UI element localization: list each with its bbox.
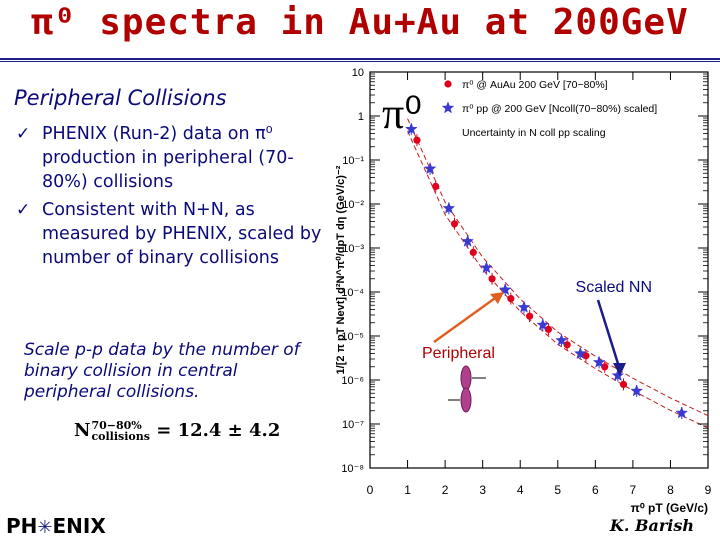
arrow-peripheral — [433, 294, 499, 344]
uncertainty-band-upper — [407, 118, 709, 417]
data-point-auau — [619, 380, 628, 388]
title-rule-thin — [0, 61, 720, 62]
y-tick-label: 10⁻⁶ — [341, 375, 364, 387]
x-tick-label: 8 — [667, 483, 674, 497]
star-icon: ✳ — [37, 517, 53, 538]
bullet-list: ✓ PHENIX (Run-2) data on π⁰ production i… — [16, 122, 328, 274]
data-point-pp — [442, 201, 456, 214]
y-tick-label: 10⁻⁷ — [342, 419, 364, 431]
legend-entry: π⁰ pp @ 200 GeV [Ncoll(70−80%) scaled] — [462, 103, 657, 115]
data-point-auau — [544, 325, 552, 333]
annotation-scaled-nn: Scaled NN — [576, 279, 652, 296]
data-point-auau — [563, 341, 571, 349]
nucleus-icon — [460, 387, 472, 413]
y-tick-label: 1 — [358, 111, 364, 123]
ncoll-symbol: N — [74, 420, 91, 441]
bullet-text: PHENIX (Run-2) data on π⁰ production in … — [42, 124, 294, 192]
author-name: K. Barish — [609, 516, 694, 535]
x-tick-label: 1 — [404, 483, 411, 497]
nucleus-icon — [460, 365, 472, 391]
arrowhead-scaled-nn — [613, 363, 626, 376]
data-point-auau — [601, 363, 609, 371]
data-point-auau — [488, 275, 496, 283]
check-icon: ✓ — [16, 200, 31, 220]
legend-marker-star — [441, 101, 455, 114]
big-pi0-label: π⁰ — [382, 89, 422, 138]
bullet-item: ✓ PHENIX (Run-2) data on π⁰ production i… — [16, 122, 328, 194]
data-point-auau — [413, 136, 421, 144]
data-point-pp — [517, 300, 531, 313]
ncoll-sub: collisions — [91, 430, 150, 443]
x-tick-label: 2 — [442, 483, 449, 497]
subheading: Peripheral Collisions — [14, 86, 227, 110]
arrow-scaled-nn — [596, 299, 622, 371]
x-tick-label: 3 — [479, 483, 486, 497]
ncoll-value: = 12.4 ± 4.2 — [156, 420, 281, 441]
y-tick-label: 10⁻² — [342, 199, 364, 211]
data-point-pp — [461, 234, 475, 247]
data-point-auau — [450, 220, 459, 228]
title-rule — [0, 58, 720, 60]
data-point-auau — [469, 248, 477, 256]
pi0-spectrum-chart: 1/[2 π pT Nevt] d²N^π⁰/dpT dη (GeV/c)⁻² π… — [335, 67, 712, 515]
y-tick-label: 10⁻³ — [342, 243, 364, 255]
y-tick-label: 10⁻⁸ — [341, 463, 364, 475]
uncertainty-band-lower — [407, 130, 709, 429]
y-tick-label: 10⁻⁵ — [341, 331, 364, 343]
y-axis-label: 1/[2 π pT Nevt] d²N^π⁰/dpT dη (GeV/c)⁻² — [335, 165, 347, 374]
data-point-pp — [480, 261, 493, 274]
legend-entry: π⁰ @ AuAu 200 GeV [70−80%] — [462, 79, 608, 91]
scaling-note: Scale p-p data by the number of binary c… — [24, 340, 300, 402]
data-point-pp — [555, 333, 568, 346]
legend-marker-circle — [444, 80, 452, 88]
data-point-pp — [592, 355, 606, 368]
slide-title: π⁰ spectra in Au+Au at 200GeV — [31, 2, 689, 43]
phenix-logo: PH✳ENIX — [6, 514, 106, 538]
data-point-pp — [423, 162, 437, 175]
data-point-pp — [536, 318, 550, 331]
legend-entry: Uncertainty in N coll pp scaling — [462, 127, 606, 139]
bullet-text: Consistent with N+N, as measured by PHEN… — [42, 200, 322, 268]
data-point-auau — [526, 312, 534, 320]
x-tick-label: 5 — [554, 483, 561, 497]
x-tick-label: 9 — [705, 483, 712, 497]
annotation-peripheral: Peripheral — [422, 345, 495, 362]
x-axis-label: π⁰ pT (GeV/c) — [631, 501, 708, 515]
y-tick-label: 10⁻¹ — [342, 155, 364, 167]
y-tick-label: 10⁻⁴ — [341, 287, 364, 299]
data-point-pp — [611, 368, 625, 382]
data-point-auau — [432, 182, 440, 190]
y-tick-label: 10 — [352, 67, 364, 79]
data-point-auau — [507, 295, 515, 303]
x-tick-label: 0 — [367, 483, 374, 497]
x-tick-label: 6 — [592, 483, 599, 497]
plot-frame — [369, 71, 709, 469]
ncoll-formula: N 70−80% collisions = 12.4 ± 4.2 — [74, 420, 280, 442]
bullet-item: ✓ Consistent with N+N, as measured by PH… — [16, 198, 328, 270]
data-point-pp — [630, 384, 644, 397]
data-point-pp — [573, 346, 587, 360]
data-point-pp — [498, 283, 512, 296]
x-tick-label: 4 — [517, 483, 524, 497]
data-point-pp — [404, 122, 418, 135]
arrowhead-peripheral — [490, 292, 504, 304]
data-point-auau — [582, 352, 590, 360]
data-point-pp — [675, 406, 689, 419]
check-icon: ✓ — [16, 124, 31, 144]
ncoll-sup: 70−80% — [91, 419, 142, 432]
x-tick-label: 7 — [630, 483, 637, 497]
